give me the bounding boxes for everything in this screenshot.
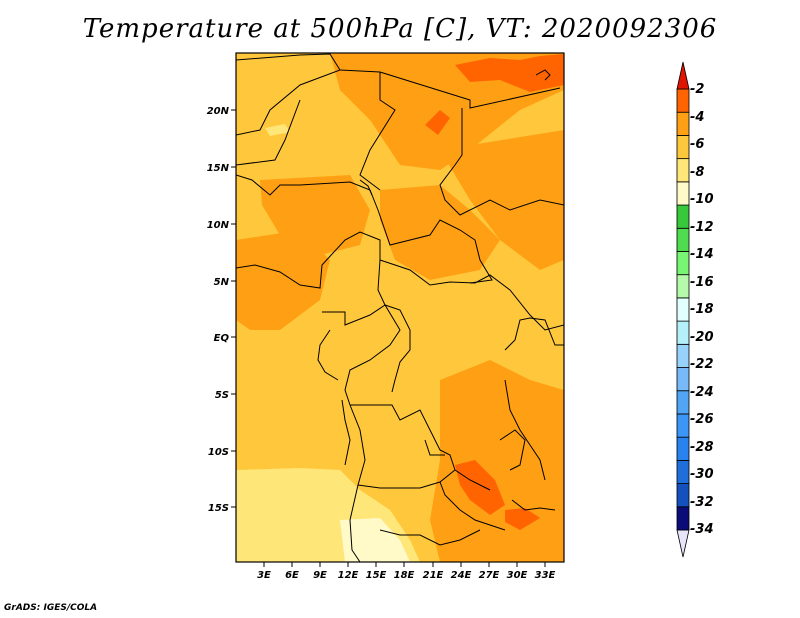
colorbar-box — [676, 390, 690, 415]
colorbar-box — [676, 506, 690, 531]
lon-label-24e: 24E — [451, 570, 472, 581]
colorbar-box — [676, 413, 690, 438]
shade-east — [440, 130, 564, 270]
colorbar-box — [676, 88, 690, 113]
colorbar-box — [676, 367, 690, 392]
lat-label-15s: 15S — [208, 503, 229, 514]
colorbar — [676, 61, 690, 558]
cb-label-m32: -32 — [690, 495, 714, 510]
shade-hot-spot — [425, 110, 450, 135]
lat-label-5n: 5N — [214, 277, 230, 288]
lat-label-eq: EQ — [214, 333, 230, 344]
grads-credit: GrADS: IGES/COLA — [4, 603, 98, 613]
lon-label-9e: 9E — [313, 570, 327, 581]
lon-label-30e: 30E — [507, 570, 528, 581]
lon-label-6e: 6E — [285, 570, 299, 581]
map-title: Temperature at 500hPa [C], VT: 202009230… — [82, 14, 718, 44]
colorbar-box — [676, 111, 690, 136]
cb-label-m12: -12 — [690, 220, 714, 235]
colorbar-box — [676, 181, 690, 206]
cb-label-m14: -14 — [690, 247, 714, 262]
colorbar-box — [676, 251, 690, 276]
cb-label-m20: -20 — [690, 330, 714, 345]
cb-label-m16: -16 — [690, 275, 714, 290]
lat-label-10s: 10S — [208, 447, 229, 458]
colorbar-box — [676, 436, 690, 461]
colorbar-labels: -2 -4 -6 -8 -10 -12 -14 -16 -18 -20 -22 … — [690, 82, 714, 537]
cb-label-m30: -30 — [690, 467, 714, 482]
lat-label-5s: 5S — [215, 390, 229, 401]
colorbar-box — [676, 320, 690, 345]
cb-label-m18: -18 — [690, 302, 714, 317]
lon-label-18e: 18E — [394, 570, 415, 581]
shade-pale-spot — [265, 124, 290, 136]
cb-label-m8: -8 — [690, 165, 704, 180]
lon-label-12e: 12E — [338, 570, 359, 581]
shade-hot-south — [455, 460, 505, 515]
cb-label-m10: -10 — [690, 192, 714, 207]
lon-label-33e: 33E — [535, 570, 556, 581]
cb-label-m34: -34 — [690, 522, 714, 537]
colorbar-box — [676, 297, 690, 322]
colorbar-triangle-top — [676, 61, 690, 90]
temperature-field — [236, 53, 564, 562]
lat-axis: 20N 15N 10N 5N EQ 5S 10S 15S — [207, 106, 236, 514]
colorbar-triangle-bottom — [676, 529, 690, 558]
shade-hot-north — [455, 54, 564, 92]
colorbar-box — [676, 227, 690, 252]
cb-label-m22: -22 — [690, 357, 714, 372]
colorbar-box — [676, 274, 690, 299]
colorbar-box — [676, 483, 690, 508]
shade-southeast — [430, 360, 564, 562]
lat-label-10n: 10N — [207, 220, 230, 231]
lon-axis: 3E 6E 9E 12E 15E 18E 21E 24E 27E 30E 33E — [257, 562, 556, 581]
cb-label-m26: -26 — [690, 412, 714, 427]
shade-northwest — [260, 175, 370, 255]
lon-label-3e: 3E — [257, 570, 271, 581]
map-frame — [235, 52, 565, 563]
colorbar-box — [676, 135, 690, 160]
colorbar-box — [676, 343, 690, 368]
cb-label-m24: -24 — [690, 385, 714, 400]
lon-label-27e: 27E — [479, 570, 500, 581]
colorbar-box — [676, 204, 690, 229]
shade-hot-malawi — [505, 508, 540, 530]
lon-label-21e: 21E — [423, 570, 444, 581]
shade-central — [380, 185, 500, 280]
cb-label-m2: -2 — [690, 82, 704, 97]
country-borders — [236, 53, 564, 562]
shade-north — [330, 53, 564, 170]
colorbar-box — [676, 459, 690, 484]
cb-label-m6: -6 — [690, 137, 704, 152]
shade-west — [236, 230, 330, 330]
cb-label-m4: -4 — [690, 110, 704, 125]
colorbar-box — [676, 158, 690, 183]
cb-label-m28: -28 — [690, 440, 714, 455]
lat-label-15n: 15N — [207, 163, 230, 174]
lon-label-15e: 15E — [366, 570, 387, 581]
shade-pale — [340, 518, 410, 562]
lat-label-20n: 20N — [207, 106, 230, 117]
